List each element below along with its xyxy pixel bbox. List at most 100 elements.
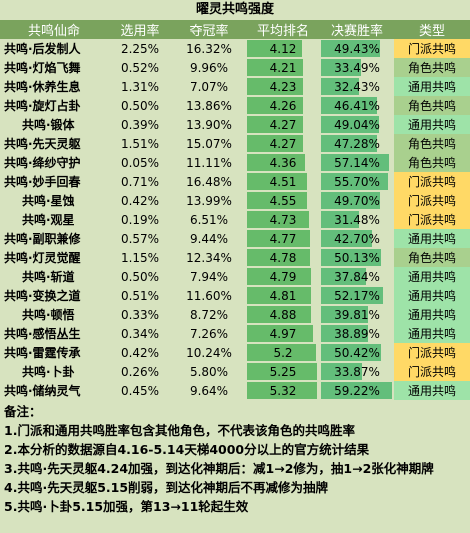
final-win-rate-value: 46.41% — [334, 98, 380, 113]
type-badge: 角色共鸣 — [394, 96, 470, 115]
final-win-rate-value: 33.49% — [334, 60, 380, 75]
final-win-rate-bar — [321, 306, 369, 323]
table-row: 共鸣·感悟丛生 0.34% 7.26% 4.97 38.89% 通用共鸣 — [0, 324, 470, 343]
champion-rate-cell: 13.86% — [172, 96, 246, 115]
note-line: 1.门派和通用共鸣胜率包含其他角色，不代表该角色的共鸣胜率 — [4, 423, 355, 438]
pick-rate-cell: 0.52% — [108, 58, 172, 77]
type-badge: 通用共鸣 — [394, 229, 470, 248]
type-badge: 通用共鸣 — [394, 286, 470, 305]
final-win-rate-bar — [321, 40, 381, 57]
final-win-rate-cell: 31.48% — [320, 210, 394, 229]
final-win-rate-value: 49.70% — [334, 193, 380, 208]
final-win-rate-value: 33.87% — [334, 364, 380, 379]
average-rank-value: 4.12 — [269, 41, 297, 56]
average-rank-value: 5.32 — [269, 383, 297, 398]
final-win-rate-value: 59.22% — [334, 383, 380, 398]
header-pick-rate: 选用率 — [108, 20, 172, 39]
table-row: 共鸣·雷霆传承 0.42% 10.24% 5.2 50.42% 门派共鸣 — [0, 343, 470, 362]
champion-rate-cell: 7.26% — [172, 324, 246, 343]
average-rank-bar — [247, 135, 304, 152]
table-row: 共鸣·绛纱守护 0.05% 11.11% 4.36 57.14% 角色共鸣 — [0, 153, 470, 172]
final-win-rate-bar — [321, 97, 377, 114]
average-rank-cell: 4.36 — [246, 153, 320, 172]
final-win-rate-cell: 49.43% — [320, 39, 394, 58]
table-row: 共鸣·斩道 0.50% 7.94% 4.79 37.84% 通用共鸣 — [0, 267, 470, 286]
resonance-name: 共鸣·卜卦 — [0, 362, 108, 381]
champion-rate-cell: 16.48% — [172, 172, 246, 191]
pick-rate-cell: 0.57% — [108, 229, 172, 248]
type-badge: 通用共鸣 — [394, 115, 470, 134]
final-win-rate-bar — [321, 230, 373, 247]
average-rank-bar — [247, 344, 316, 361]
final-win-rate-cell: 46.41% — [320, 96, 394, 115]
final-win-rate-cell: 42.70% — [320, 229, 394, 248]
average-rank-cell: 5.32 — [246, 381, 320, 400]
average-rank-cell: 4.23 — [246, 77, 320, 96]
header-name: 共鸣仙命 — [0, 20, 108, 39]
final-win-rate-value: 32.43% — [334, 79, 380, 94]
final-win-rate-bar — [321, 325, 368, 342]
champion-rate-cell: 12.34% — [172, 248, 246, 267]
pick-rate-cell: 0.39% — [108, 115, 172, 134]
final-win-rate-value: 49.43% — [334, 41, 380, 56]
average-rank-bar — [247, 154, 305, 171]
pick-rate-cell: 1.15% — [108, 248, 172, 267]
table-title: 曜灵共鸣强度 — [0, 0, 470, 20]
resonance-name: 共鸣·感悟丛生 — [0, 324, 108, 343]
final-win-rate-bar — [321, 382, 393, 399]
pick-rate-cell: 0.33% — [108, 305, 172, 324]
average-rank-bar — [247, 325, 313, 342]
pick-rate-cell: 0.50% — [108, 96, 172, 115]
final-win-rate-bar — [321, 268, 367, 285]
table-row: 共鸣·顿悟 0.33% 8.72% 4.88 39.81% 通用共鸣 — [0, 305, 470, 324]
final-win-rate-value: 37.84% — [334, 269, 380, 284]
average-rank-value: 4.55 — [269, 193, 297, 208]
pick-rate-cell: 0.26% — [108, 362, 172, 381]
average-rank-value: 4.97 — [269, 326, 297, 341]
type-badge: 角色共鸣 — [394, 248, 470, 267]
table-row: 共鸣·旋灯占卦 0.50% 13.86% 4.26 46.41% 角色共鸣 — [0, 96, 470, 115]
resonance-name: 共鸣·休养生息 — [0, 77, 108, 96]
resonance-name: 共鸣·灯灵觉醒 — [0, 248, 108, 267]
average-rank-cell: 4.51 — [246, 172, 320, 191]
table-row: 共鸣·卜卦 0.26% 5.80% 5.25 33.87% 门派共鸣 — [0, 362, 470, 381]
type-badge: 通用共鸣 — [394, 324, 470, 343]
champion-rate-cell: 8.72% — [172, 305, 246, 324]
final-win-rate-bar — [321, 363, 362, 380]
pick-rate-cell: 0.34% — [108, 324, 172, 343]
final-win-rate-cell: 49.70% — [320, 191, 394, 210]
champion-rate-cell: 13.90% — [172, 115, 246, 134]
table-row: 共鸣·先天灵躯 1.51% 15.07% 4.27 47.28% 角色共鸣 — [0, 134, 470, 153]
final-win-rate-cell: 33.49% — [320, 58, 394, 77]
type-badge: 通用共鸣 — [394, 77, 470, 96]
resonance-name: 共鸣·变换之道 — [0, 286, 108, 305]
final-win-rate-value: 39.81% — [334, 307, 380, 322]
average-rank-cell: 4.27 — [246, 134, 320, 153]
average-rank-bar — [247, 116, 304, 133]
champion-rate-cell: 9.64% — [172, 381, 246, 400]
final-win-rate-cell: 47.28% — [320, 134, 394, 153]
table-row: 共鸣·后发制人 2.25% 16.32% 4.12 49.43% 门派共鸣 — [0, 39, 470, 58]
average-rank-value: 5.2 — [273, 345, 293, 360]
table-row: 共鸣·变换之道 0.51% 11.60% 4.81 52.17% 通用共鸣 — [0, 286, 470, 305]
average-rank-bar — [247, 230, 310, 247]
average-rank-bar — [247, 59, 303, 76]
average-rank-bar — [247, 382, 318, 399]
final-win-rate-bar — [321, 249, 381, 266]
resonance-name: 共鸣·后发制人 — [0, 39, 108, 58]
average-rank-cell: 4.55 — [246, 191, 320, 210]
resonance-name: 共鸣·储纳灵气 — [0, 381, 108, 400]
final-win-rate-value: 49.04% — [334, 117, 380, 132]
resonance-name: 共鸣·副职兼修 — [0, 229, 108, 248]
resonance-name: 共鸣·旋灯占卦 — [0, 96, 108, 115]
average-rank-bar — [247, 268, 311, 285]
average-rank-value: 4.81 — [269, 288, 297, 303]
champion-rate-cell: 11.60% — [172, 286, 246, 305]
final-win-rate-bar — [321, 344, 381, 361]
table-row: 共鸣·储纳灵气 0.45% 9.64% 5.32 59.22% 通用共鸣 — [0, 381, 470, 400]
final-win-rate-cell: 50.42% — [320, 343, 394, 362]
average-rank-cell: 4.79 — [246, 267, 320, 286]
final-win-rate-bar — [321, 116, 380, 133]
type-badge: 门派共鸣 — [394, 172, 470, 191]
